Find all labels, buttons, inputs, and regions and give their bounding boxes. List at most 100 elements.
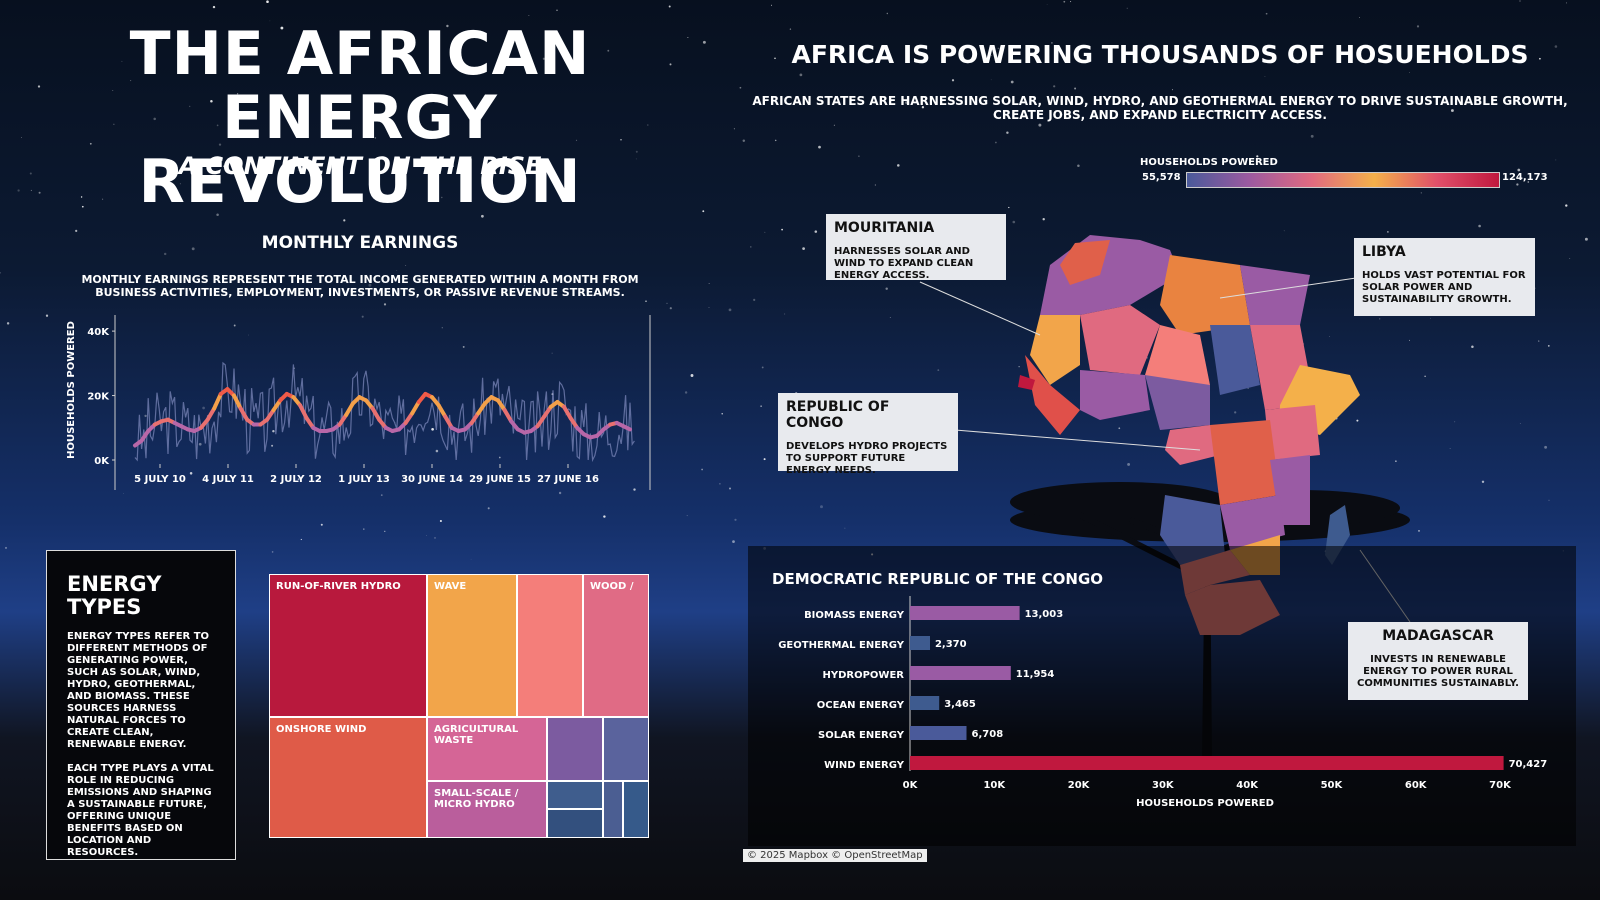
star — [905, 101, 908, 104]
africa-map-regions — [1018, 235, 1360, 635]
star — [1454, 421, 1456, 423]
star — [886, 12, 888, 15]
x-tick-label: 29 JUNE 15 — [469, 474, 531, 485]
star — [666, 302, 668, 304]
star — [1006, 131, 1009, 134]
callout-libya: LIBYA HOLDS VAST POTENTIAL FOR SOLAR POW… — [1354, 238, 1535, 316]
star — [374, 137, 377, 139]
star — [781, 228, 783, 231]
star — [269, 20, 271, 22]
star — [603, 515, 606, 518]
smoothed-series-segment — [205, 406, 217, 422]
star — [356, 195, 358, 197]
star — [1070, 1, 1072, 3]
star — [1584, 237, 1588, 241]
energy-types-panel: ENERGY TYPES ENERGY TYPES REFER TO DIFFER… — [46, 550, 236, 860]
star — [1516, 183, 1519, 186]
star — [383, 303, 387, 306]
star — [487, 507, 490, 510]
star — [441, 327, 443, 329]
map-description: AFRICAN STATES ARE HARNESSING SOLAR, WIN… — [752, 94, 1568, 122]
star — [1424, 375, 1426, 378]
star — [468, 68, 470, 70]
star — [1379, 318, 1381, 320]
x-tick-label: 30K — [1152, 780, 1175, 791]
star — [1234, 411, 1237, 414]
star — [802, 247, 805, 250]
bar-value-label: 3,465 — [944, 699, 976, 710]
star — [1265, 12, 1268, 15]
map-legend-label: HOUSEHOLDS POWERED — [1140, 157, 1278, 168]
star — [179, 183, 181, 185]
treemap-cell — [547, 781, 603, 809]
star — [170, 277, 173, 279]
star — [1547, 345, 1550, 347]
star — [729, 487, 731, 490]
map-attribution: © 2025 Mapbox © OpenStreetMap — [743, 849, 927, 862]
star — [701, 468, 703, 471]
star — [761, 366, 764, 369]
star — [297, 169, 299, 171]
star — [470, 558, 472, 560]
treemap-cell — [603, 717, 649, 781]
star — [1046, 3, 1048, 5]
star — [728, 308, 732, 312]
star — [889, 317, 891, 319]
star — [702, 210, 705, 213]
star — [223, 165, 226, 168]
treemap-cell — [547, 717, 603, 781]
map-legend-gradient — [1186, 172, 1500, 188]
star — [1159, 178, 1161, 180]
x-tick-label: 30 JUNE 14 — [401, 474, 463, 485]
star — [144, 414, 147, 418]
star — [121, 60, 123, 62]
star — [1555, 159, 1557, 161]
star — [439, 519, 442, 523]
star — [1328, 336, 1330, 337]
treemap-cell — [547, 809, 603, 838]
star — [343, 219, 346, 222]
y-axis-label: HOUSEHOLDS POWERED — [66, 321, 77, 459]
star — [763, 458, 766, 461]
callout-mauritania-text: HARNESSES SOLAR AND WIND TO EXPAND CLEAN… — [834, 246, 974, 281]
star — [774, 57, 776, 60]
bar-value-label: 70,427 — [1509, 759, 1548, 770]
bar-category-label: GEOTHERMAL ENERGY — [778, 640, 905, 651]
star — [524, 285, 525, 287]
star — [130, 80, 132, 82]
star — [820, 505, 823, 509]
star — [739, 86, 742, 89]
star — [921, 106, 925, 109]
smoothed-series-segment — [370, 406, 382, 422]
star — [80, 196, 83, 198]
bar-category-label: WIND ENERGY — [824, 760, 905, 771]
star — [764, 231, 766, 233]
star — [202, 406, 205, 410]
star — [1449, 448, 1451, 449]
star — [216, 213, 219, 216]
star — [210, 100, 213, 103]
star — [558, 491, 562, 495]
star — [368, 283, 372, 287]
star — [647, 124, 649, 126]
star — [1127, 462, 1131, 466]
star — [528, 15, 530, 16]
y-tick-label: 40K — [87, 327, 110, 338]
star — [216, 124, 219, 127]
smoothed-series-segment — [298, 403, 309, 421]
star — [1327, 99, 1330, 101]
star — [702, 40, 706, 44]
star — [721, 413, 723, 415]
star — [687, 37, 689, 39]
bar — [910, 606, 1020, 620]
treemap-cell: WAVE — [427, 574, 517, 717]
star — [481, 214, 484, 218]
star — [551, 352, 553, 354]
star — [771, 4, 772, 6]
star — [1430, 317, 1431, 319]
star — [153, 117, 156, 121]
star — [1409, 339, 1410, 341]
star — [858, 471, 860, 474]
star — [1074, 87, 1077, 90]
star — [441, 196, 443, 199]
